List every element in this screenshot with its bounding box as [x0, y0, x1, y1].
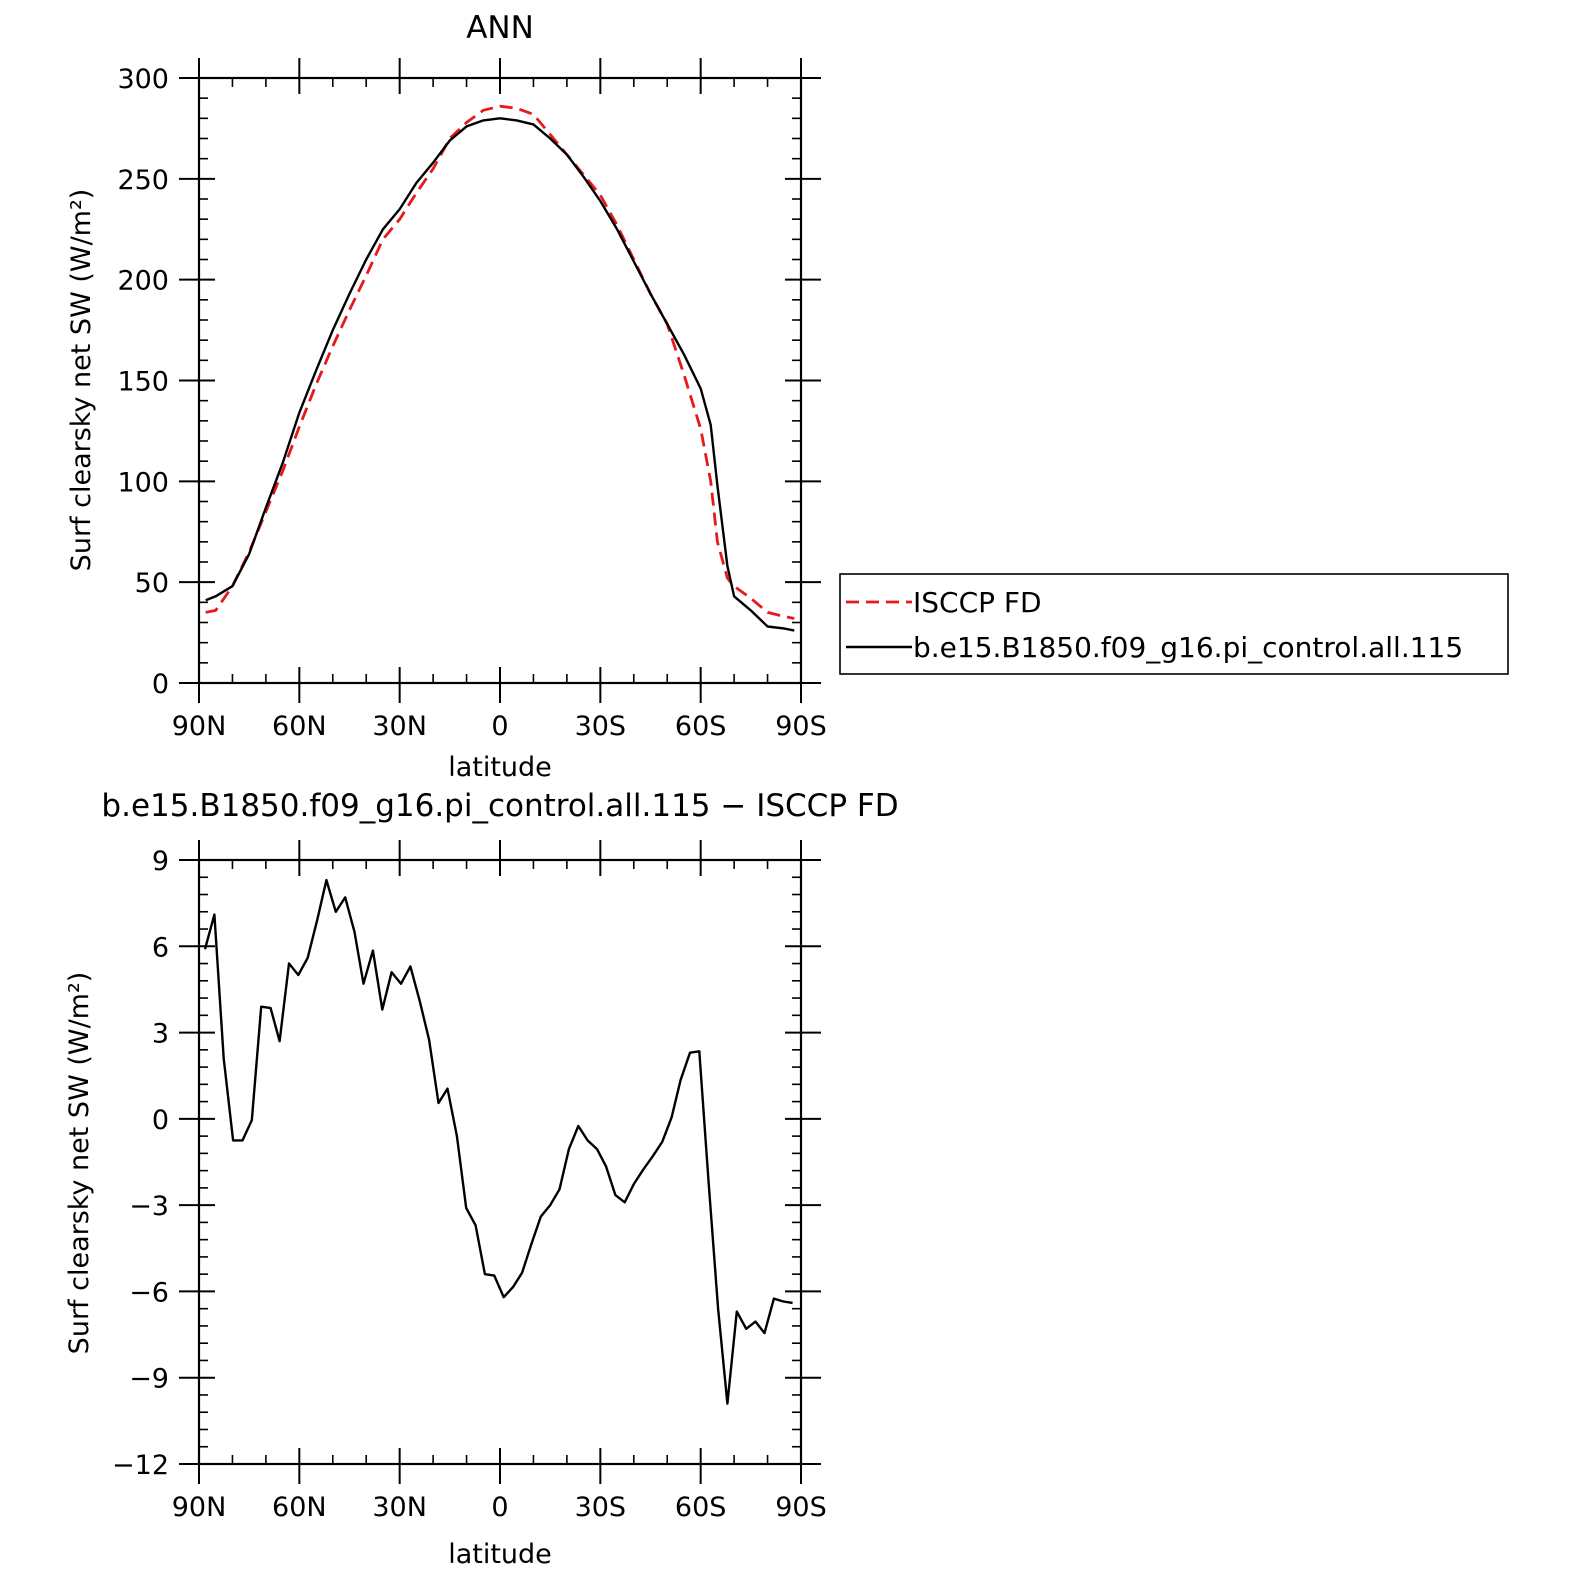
bottom-y-tick-label: −12 — [112, 1450, 169, 1481]
top-x-tick-label: 60S — [675, 711, 727, 742]
bottom-y-tick-label: 3 — [152, 1019, 169, 1050]
top-series-line-2 — [205, 117, 795, 632]
top-y-tick-label: 0 — [152, 669, 169, 700]
top-plot-area: 0 50 100 150 200 250 300 90N 60N 30N 0 30S 60S 90S — [117, 58, 827, 742]
bottom-panel: b.e15.B1850.f09_g16.pi_control.all.115 −… — [64, 788, 899, 1570]
bottom-y-tick-label: −6 — [129, 1277, 169, 1308]
top-y-tick-label: 150 — [117, 367, 169, 398]
top-y-tick-label: 300 — [117, 64, 169, 95]
top-plot-frame — [197, 76, 803, 685]
top-panel-title: ANN — [466, 10, 534, 46]
top-x-tick-label: 30S — [575, 711, 627, 742]
top-x-tick-label: 0 — [491, 711, 508, 742]
top-x-tick-label: 90S — [775, 711, 827, 742]
top-y-tick-label: 250 — [117, 165, 169, 196]
legend-label-isccp: ISCCP FD — [913, 586, 1042, 619]
bottom-x-tick-label: 90S — [775, 1492, 827, 1523]
bottom-x-tick-label: 30S — [575, 1492, 627, 1523]
bottom-series-group — [203, 878, 793, 1405]
top-x-axis-label: latitude — [448, 752, 552, 783]
bottom-y-tick-label: −3 — [129, 1191, 169, 1222]
bottom-y-tick-label: −9 — [129, 1364, 169, 1395]
top-x-tick-label: 60N — [272, 711, 327, 742]
top-x-tick-label: 90N — [172, 711, 227, 742]
bottom-y-tick-label: 0 — [152, 1105, 169, 1136]
bottom-x-tick-label: 60S — [675, 1492, 727, 1523]
top-y-tick-label: 200 — [117, 266, 169, 297]
bottom-x-tick-label: 0 — [491, 1492, 508, 1523]
top-x-tick-label: 30N — [372, 711, 427, 742]
bottom-y-axis-label: Surf clearsky net SW (W/m²) — [64, 972, 95, 1355]
bottom-x-axis-label: latitude — [448, 1539, 552, 1570]
top-y-tick-label: 100 — [117, 467, 169, 498]
bottom-plot-area: −12 −9 −6 −3 0 3 6 9 90N 60N 30N 0 30S 60S 90S — [112, 840, 827, 1523]
bottom-series-line-1 — [203, 878, 793, 1405]
bottom-x-tick-label: 60N — [272, 1492, 327, 1523]
bottom-y-tick-label: 9 — [152, 846, 169, 877]
bottom-x-tick-label: 90N — [172, 1492, 227, 1523]
bottom-plot-frame — [197, 858, 803, 1466]
bottom-y-tick-label: 6 — [152, 932, 169, 963]
top-panel: ANN 0 50 100 150 200 250 300 90N 60N 30N 0 30S 60S 90… — [66, 10, 827, 783]
bottom-x-tick-label: 30N — [372, 1492, 427, 1523]
top-series-line-1 — [205, 104, 795, 620]
legend-box — [839, 573, 1509, 675]
top-y-axis-label: Surf clearsky net SW (W/m²) — [66, 189, 97, 572]
legend-label-model: b.e15.B1850.f09_g16.pi_control.all.115 — [913, 631, 1463, 664]
top-series-group — [205, 104, 795, 632]
bottom-panel-title: b.e15.B1850.f09_g16.pi_control.all.115 −… — [101, 788, 898, 824]
top-y-tick-label: 50 — [135, 568, 169, 599]
legend: ISCCP FD b.e15.B1850.f09_g16.pi_control.… — [839, 573, 1509, 675]
